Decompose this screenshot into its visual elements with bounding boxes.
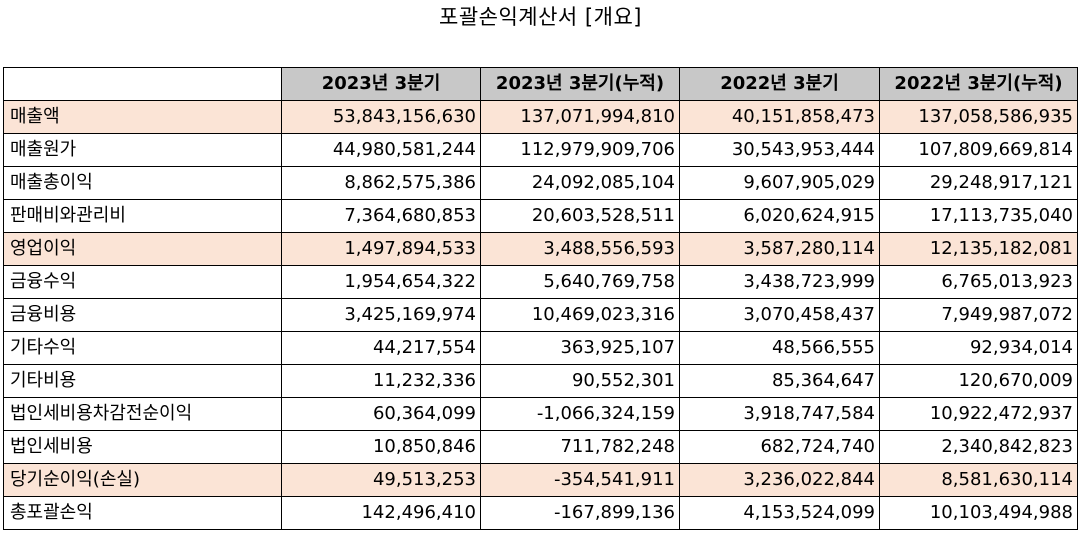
row-label: 금융비용: [3, 298, 282, 332]
value-cell: 3,918,747,584: [679, 397, 880, 431]
value-cell: 3,070,458,437: [679, 298, 880, 332]
table-row: 기타비용 11,232,336 90,552,301 85,364,647 120,67…: [3, 364, 1078, 398]
value-cell: 10,850,846: [281, 430, 481, 464]
value-cell: 10,103,494,988: [879, 496, 1078, 530]
value-cell: 6,020,624,915: [679, 199, 880, 233]
table-row: 매출총이익 8,862,575,386 24,092,085,104 9,607,90…: [3, 166, 1078, 200]
income-statement-table: 2023년 3분기 2023년 3분기(누적) 2022년 3분기 2022년 …: [3, 67, 1078, 530]
row-label: 매출원가: [3, 133, 282, 167]
value-cell: 8,581,630,114: [879, 463, 1078, 497]
value-cell: 3,425,169,974: [281, 298, 481, 332]
value-cell: 1,497,894,533: [281, 232, 481, 266]
value-cell: 8,862,575,386: [281, 166, 481, 200]
value-cell: 60,364,099: [281, 397, 481, 431]
table-row: 총포괄손익 142,496,410 -167,899,136 4,153,524,09…: [3, 496, 1078, 530]
value-cell: 24,092,085,104: [480, 166, 680, 200]
column-header: 2023년 3분기(누적): [480, 67, 680, 101]
value-cell: 4,153,524,099: [679, 496, 880, 530]
row-label: 총포괄손익: [3, 496, 282, 530]
value-cell: 711,782,248: [480, 430, 680, 464]
value-cell: 3,438,723,999: [679, 265, 880, 299]
table-body: 매출액 53,843,156,630 137,071,994,810 40,151,8…: [3, 100, 1078, 530]
value-cell: 9,607,905,029: [679, 166, 880, 200]
table-row: 매출액 53,843,156,630 137,071,994,810 40,151,8…: [3, 100, 1078, 134]
row-label: 법인세비용차감전순이익: [3, 397, 282, 431]
table-row: 금융수익 1,954,654,322 5,640,769,758 3,438,723,…: [3, 265, 1078, 299]
value-cell: 3,236,022,844: [679, 463, 880, 497]
value-cell: -167,899,136: [480, 496, 680, 530]
value-cell: 48,566,555: [679, 331, 880, 365]
row-label: 판매비와관리비: [3, 199, 282, 233]
value-cell: 10,469,023,316: [480, 298, 680, 332]
value-cell: 107,809,669,814: [879, 133, 1078, 167]
table-row: 법인세비용 10,850,846 711,782,248 682,724,740 2,3…: [3, 430, 1078, 464]
table-row: 법인세비용차감전순이익 60,364,099 -1,066,324,159 3,918…: [3, 397, 1078, 431]
value-cell: 92,934,014: [879, 331, 1078, 365]
value-cell: 29,248,917,121: [879, 166, 1078, 200]
row-label: 매출액: [3, 100, 282, 134]
header-row: 2023년 3분기 2023년 3분기(누적) 2022년 3분기 2022년 …: [3, 67, 1078, 101]
column-header: 2023년 3분기: [281, 67, 481, 101]
value-cell: 7,364,680,853: [281, 199, 481, 233]
value-cell: 120,670,009: [879, 364, 1078, 398]
value-cell: 17,113,735,040: [879, 199, 1078, 233]
row-label: 매출총이익: [3, 166, 282, 200]
value-cell: 20,603,528,511: [480, 199, 680, 233]
value-cell: 682,724,740: [679, 430, 880, 464]
value-cell: 6,765,013,923: [879, 265, 1078, 299]
value-cell: 142,496,410: [281, 496, 481, 530]
table-row: 판매비와관리비 7,364,680,853 20,603,528,511 6,020,…: [3, 199, 1078, 233]
value-cell: 3,488,556,593: [480, 232, 680, 266]
page-title: 포괄손익계산서 [개요]: [439, 5, 642, 29]
value-cell: 137,058,586,935: [879, 100, 1078, 134]
value-cell: 137,071,994,810: [480, 100, 680, 134]
value-cell: 5,640,769,758: [480, 265, 680, 299]
column-header: 2022년 3분기: [679, 67, 880, 101]
value-cell: 53,843,156,630: [281, 100, 481, 134]
value-cell: 44,980,581,244: [281, 133, 481, 167]
value-cell: 30,543,953,444: [679, 133, 880, 167]
value-cell: 40,151,858,473: [679, 100, 880, 134]
header-corner-cell: [3, 67, 282, 101]
value-cell: -354,541,911: [480, 463, 680, 497]
value-cell: 2,340,842,823: [879, 430, 1078, 464]
value-cell: 49,513,253: [281, 463, 481, 497]
value-cell: 1,954,654,322: [281, 265, 481, 299]
value-cell: 10,922,472,937: [879, 397, 1078, 431]
value-cell: 44,217,554: [281, 331, 481, 365]
row-label: 기타비용: [3, 364, 282, 398]
row-label: 당기순이익(손실): [3, 463, 282, 497]
table-row: 매출원가 44,980,581,244 112,979,909,706 30,543,…: [3, 133, 1078, 167]
value-cell: 7,949,987,072: [879, 298, 1078, 332]
table-row: 금융비용 3,425,169,974 10,469,023,316 3,070,458…: [3, 298, 1078, 332]
row-label: 법인세비용: [3, 430, 282, 464]
value-cell: -1,066,324,159: [480, 397, 680, 431]
value-cell: 12,135,182,081: [879, 232, 1078, 266]
column-header: 2022년 3분기(누적): [879, 67, 1078, 101]
table-row: 영업이익 1,497,894,533 3,488,556,593 3,587,280,…: [3, 232, 1078, 266]
row-label: 영업이익: [3, 232, 282, 266]
value-cell: 85,364,647: [679, 364, 880, 398]
table-row: 당기순이익(손실) 49,513,253 -354,541,911 3,236,022…: [3, 463, 1078, 497]
row-label: 금융수익: [3, 265, 282, 299]
table-row: 기타수익 44,217,554 363,925,107 48,566,555 92,93…: [3, 331, 1078, 365]
row-label: 기타수익: [3, 331, 282, 365]
value-cell: 363,925,107: [480, 331, 680, 365]
value-cell: 11,232,336: [281, 364, 481, 398]
value-cell: 3,587,280,114: [679, 232, 880, 266]
value-cell: 90,552,301: [480, 364, 680, 398]
value-cell: 112,979,909,706: [480, 133, 680, 167]
